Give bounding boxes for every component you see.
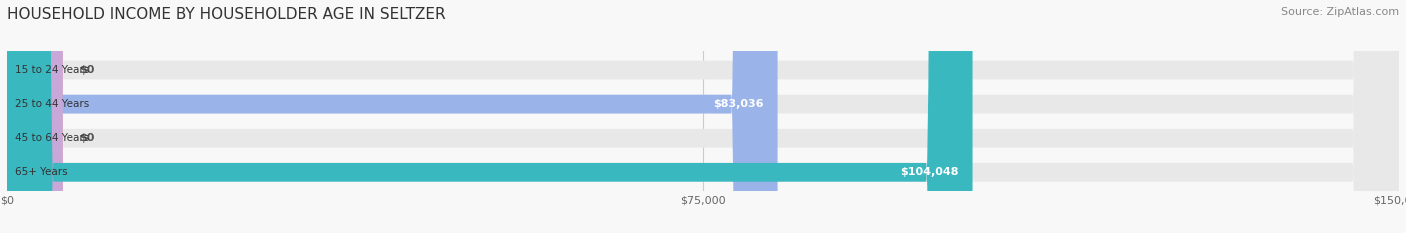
Text: 25 to 44 Years: 25 to 44 Years bbox=[15, 99, 90, 109]
FancyBboxPatch shape bbox=[7, 0, 1399, 233]
FancyBboxPatch shape bbox=[7, 0, 63, 233]
FancyBboxPatch shape bbox=[7, 0, 1399, 233]
Text: Source: ZipAtlas.com: Source: ZipAtlas.com bbox=[1281, 7, 1399, 17]
Text: $0: $0 bbox=[79, 133, 94, 143]
FancyBboxPatch shape bbox=[7, 0, 778, 233]
FancyBboxPatch shape bbox=[7, 0, 973, 233]
Text: 65+ Years: 65+ Years bbox=[15, 167, 67, 177]
Text: 45 to 64 Years: 45 to 64 Years bbox=[15, 133, 90, 143]
Text: $83,036: $83,036 bbox=[713, 99, 763, 109]
Text: $0: $0 bbox=[79, 65, 94, 75]
FancyBboxPatch shape bbox=[7, 0, 1399, 233]
Text: $104,048: $104,048 bbox=[900, 167, 959, 177]
FancyBboxPatch shape bbox=[7, 0, 1399, 233]
FancyBboxPatch shape bbox=[7, 0, 63, 233]
Text: 15 to 24 Years: 15 to 24 Years bbox=[15, 65, 90, 75]
Text: HOUSEHOLD INCOME BY HOUSEHOLDER AGE IN SELTZER: HOUSEHOLD INCOME BY HOUSEHOLDER AGE IN S… bbox=[7, 7, 446, 22]
